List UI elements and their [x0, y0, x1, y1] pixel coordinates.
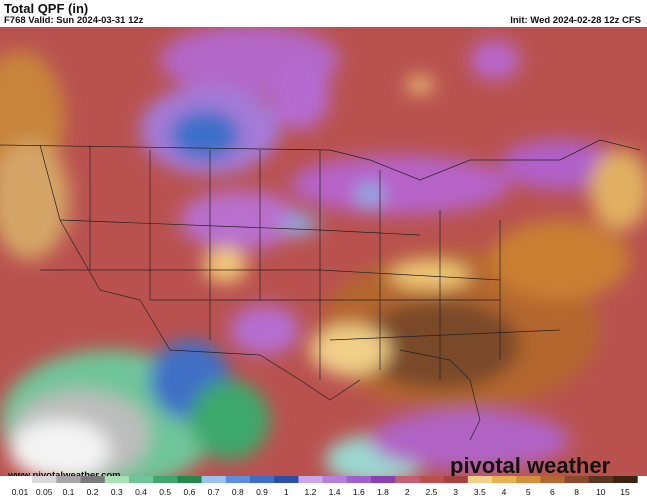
colorbar-label: 0.6 — [183, 487, 195, 497]
valid-time: F768 Valid: Sun 2024-03-31 12z — [4, 15, 144, 26]
colorbar-swatch — [153, 476, 178, 483]
colorbar-label: 1.4 — [329, 487, 341, 497]
colorbar-swatch — [371, 476, 396, 483]
colorbar-swatch — [177, 476, 203, 483]
colorbar-swatch — [443, 476, 469, 483]
colorbar-swatch — [346, 476, 372, 483]
colorbar-label: 0.4 — [135, 487, 147, 497]
init-time: Init: Wed 2024-02-28 12z CFS — [510, 15, 641, 26]
colorbar-swatch — [613, 476, 638, 483]
colorbar-label: 0.01 — [12, 487, 29, 497]
colorbar-label: 10 — [596, 487, 606, 497]
colorbar-swatch — [564, 476, 590, 483]
colorbar-label: 1.6 — [353, 487, 365, 497]
colorbar-swatch — [492, 476, 517, 483]
colorbar-swatch — [322, 476, 348, 483]
colorbar-label: 1.2 — [304, 487, 316, 497]
map-title: Total QPF (in) — [4, 1, 89, 16]
colorbar-swatch — [201, 476, 227, 483]
colorbar-swatch — [32, 476, 57, 483]
colorbar-label: 0.9 — [256, 487, 268, 497]
colorbar-label: 6 — [550, 487, 555, 497]
colorbar-label: 0.1 — [62, 487, 74, 497]
colorbar-swatch — [395, 476, 420, 483]
colorbar-label: 15 — [620, 487, 630, 497]
colorbar-swatch — [129, 476, 154, 483]
colorbar-swatch — [516, 476, 541, 483]
colorbar-swatch — [467, 476, 493, 483]
colorbar-swatch — [250, 476, 275, 483]
colorbar-swatch — [56, 476, 82, 483]
colorbar-label: 1 — [284, 487, 289, 497]
colorbar-label: 2.5 — [425, 487, 437, 497]
colorbar-swatch — [540, 476, 566, 483]
borders — [0, 139, 641, 441]
colorbar-swatch — [274, 476, 299, 483]
colorbar-label: 2 — [405, 487, 410, 497]
colorbar-swatch — [8, 476, 33, 483]
colorbar-label: 0.5 — [159, 487, 171, 497]
colorbar: 0.01 0.05 0.1 0.2 0.3 0.4 0.5 0.6 0.7 0.8 0.9 1 1.2 1… — [8, 476, 638, 497]
colorbar-swatch — [588, 476, 614, 483]
url: www.pivotalweather.com — [7, 470, 121, 481]
colorbar-swatch — [225, 476, 251, 483]
colorbar-label: 8 — [574, 487, 579, 497]
colorbar-label: 0.3 — [111, 487, 123, 497]
colorbar-label: 0.7 — [208, 487, 220, 497]
colorbar-label: 0.05 — [36, 487, 53, 497]
precip-field: pivotal weather www.pivotalweather.com — [0, 27, 647, 481]
colorbar-swatch — [298, 476, 324, 483]
colorbar-label: 3.5 — [474, 487, 486, 497]
colorbar-label: 3 — [453, 487, 458, 497]
colorbar-swatch — [419, 476, 445, 483]
brand: pivotal weather — [450, 453, 611, 478]
colorbar-swatch — [80, 476, 106, 483]
colorbar-label: 1.8 — [377, 487, 389, 497]
colorbar-label: 5 — [526, 487, 531, 497]
colorbar-label: 0.8 — [232, 487, 244, 497]
colorbar-label: 4 — [502, 487, 507, 497]
colorbar-swatch — [104, 476, 130, 483]
colorbar-label: 0.2 — [87, 487, 99, 497]
